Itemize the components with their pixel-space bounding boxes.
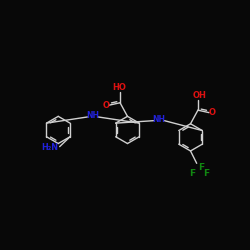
Text: O: O bbox=[209, 108, 216, 117]
Text: OH: OH bbox=[192, 91, 206, 100]
Text: F: F bbox=[198, 163, 204, 172]
Text: NH: NH bbox=[152, 115, 166, 124]
Text: F: F bbox=[203, 169, 209, 178]
Text: NH: NH bbox=[86, 112, 99, 120]
Text: F: F bbox=[189, 169, 195, 178]
Text: HO: HO bbox=[112, 84, 126, 92]
Text: H₂N: H₂N bbox=[42, 143, 59, 152]
Text: O: O bbox=[102, 101, 109, 110]
